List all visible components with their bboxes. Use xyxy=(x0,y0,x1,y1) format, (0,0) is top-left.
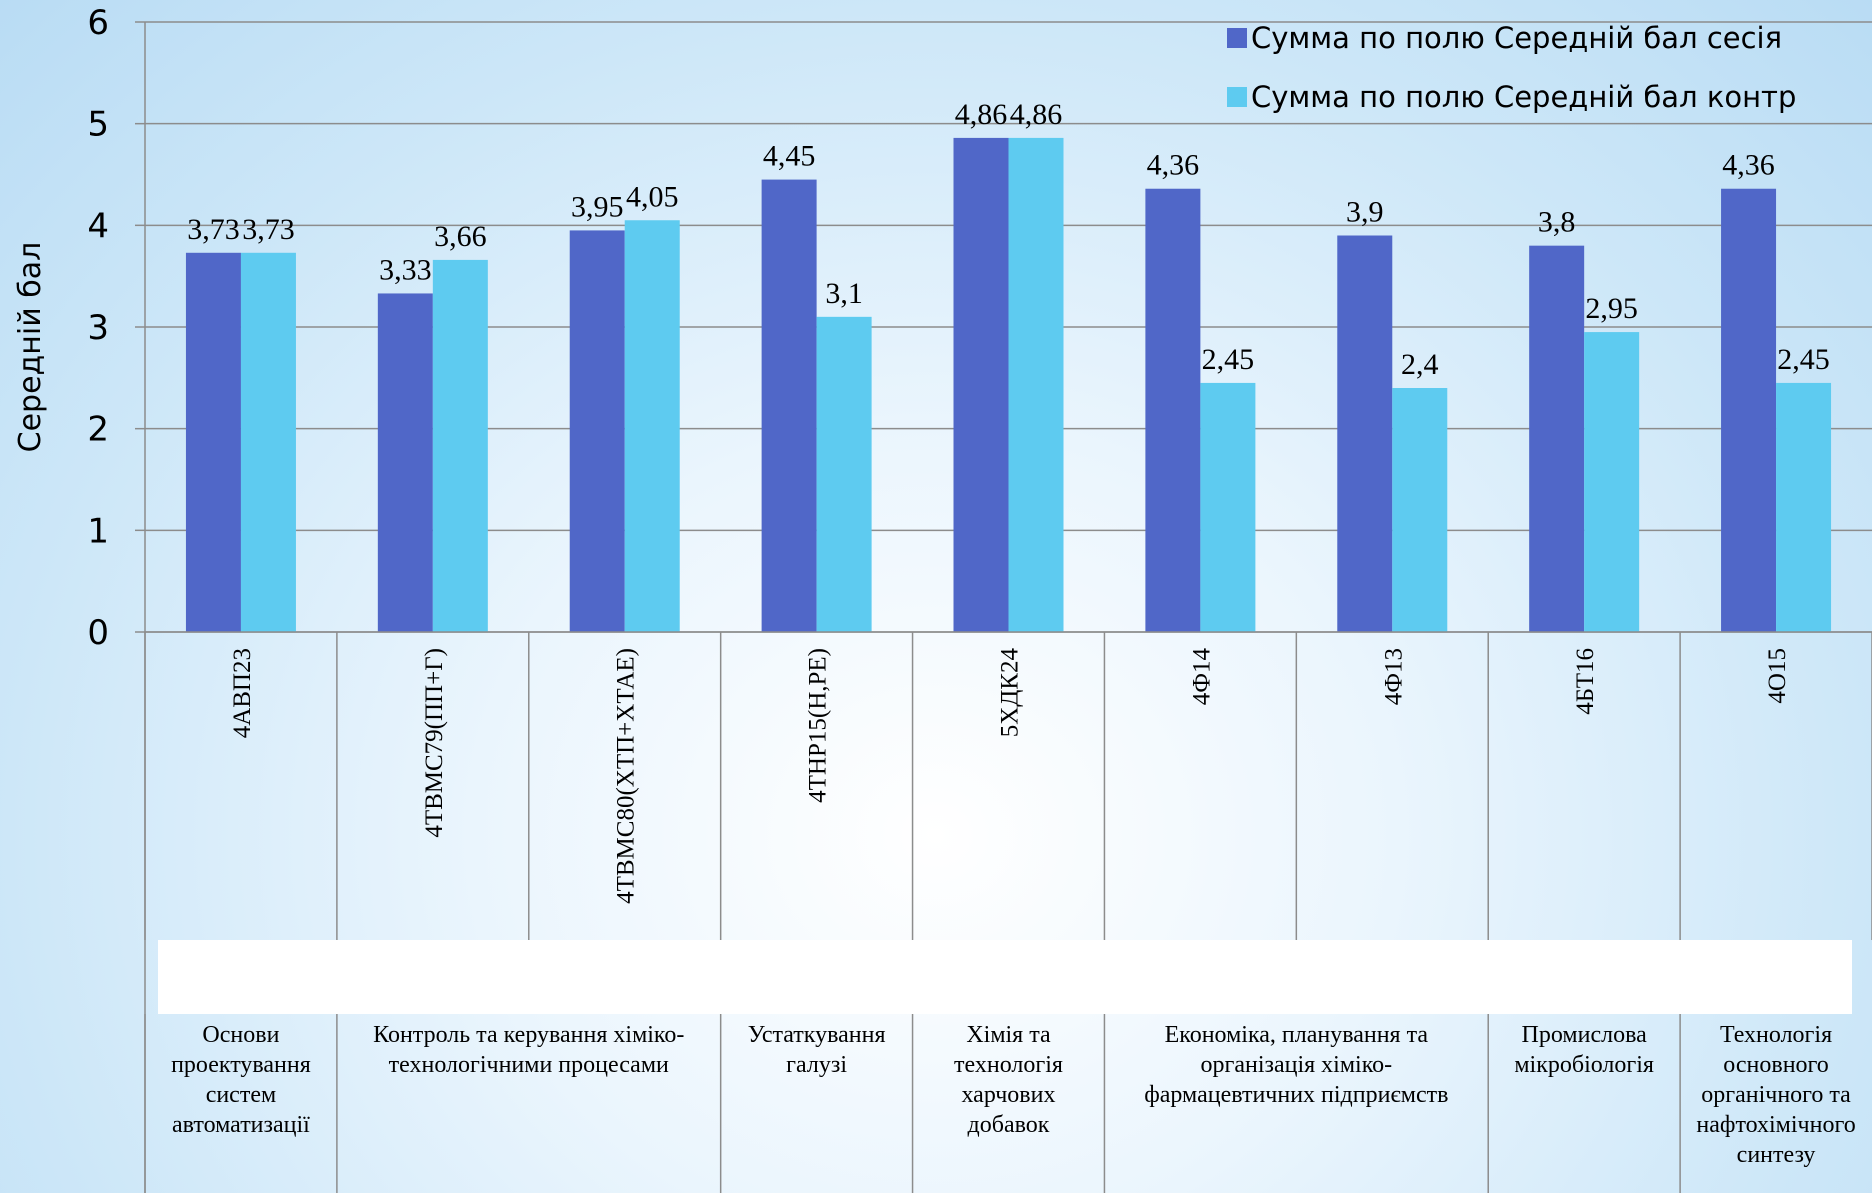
bar-sesiya xyxy=(1529,245,1585,632)
y-tick-label: 4 xyxy=(87,206,109,246)
x-tick-label: 4Ф14 xyxy=(1188,648,1215,706)
data-label: 4,05 xyxy=(626,180,679,213)
x-tick-label: 4БТ16 xyxy=(1572,648,1599,715)
data-label: 4,86 xyxy=(1010,98,1063,131)
bar-sesiya xyxy=(1337,235,1393,632)
data-label: 3,8 xyxy=(1538,206,1576,239)
x-tick-label: 4ТВМС80(ХТП+ХТАЕ) xyxy=(613,648,640,904)
y-tick-label: 0 xyxy=(87,613,109,653)
data-label: 2,95 xyxy=(1585,292,1638,325)
bar-kontr xyxy=(1392,388,1448,632)
data-label: 4,86 xyxy=(955,98,1008,131)
bar-kontr xyxy=(1584,332,1640,632)
bar-sesiya xyxy=(1145,188,1201,632)
data-label: 4,45 xyxy=(763,140,816,173)
data-label: 3,73 xyxy=(242,213,295,246)
bar-kontr xyxy=(432,259,488,632)
y-tick-label: 2 xyxy=(87,410,109,450)
group-label: Технологія основного органічного та нафт… xyxy=(1696,1022,1856,1168)
x-tick-label: 5ХДК24 xyxy=(997,648,1024,738)
y-tick-label: 1 xyxy=(87,511,109,551)
data-label: 4,36 xyxy=(1147,149,1200,182)
bar-sesiya xyxy=(1721,188,1777,632)
legend-label: Сумма по полю Середній бал сесія xyxy=(1251,21,1782,55)
legend-label: Сумма по полю Середній бал контр xyxy=(1251,80,1796,114)
data-label: 4,36 xyxy=(1722,149,1775,182)
x-tick-label: 4ТВМС79(ПП+Г) xyxy=(421,648,448,838)
data-label: 3,73 xyxy=(187,213,240,246)
bar-sesiya xyxy=(185,252,241,633)
data-label: 3,9 xyxy=(1346,196,1384,229)
group-label: Основи проектування систем автоматизації xyxy=(171,1022,311,1138)
group-label: Контроль та керування хіміко- технологіч… xyxy=(373,1022,685,1078)
bar-kontr xyxy=(240,252,296,633)
legend-swatch xyxy=(1227,87,1247,107)
group-label: Економіка, планування та організація хім… xyxy=(1144,1022,1449,1108)
legend-swatch xyxy=(1227,28,1247,48)
bar-sesiya xyxy=(569,230,625,632)
data-label: 2,45 xyxy=(1777,343,1830,376)
bar-kontr xyxy=(624,220,680,632)
data-label: 3,33 xyxy=(379,253,432,286)
bar-kontr xyxy=(1008,137,1064,632)
bar-sesiya xyxy=(953,137,1009,632)
x-tick-label: 4Ф13 xyxy=(1380,648,1407,705)
group-label: Устаткування галузі xyxy=(747,1022,886,1078)
y-axis-title: Середній бал xyxy=(13,242,48,453)
data-label: 2,45 xyxy=(1202,343,1255,376)
bar-sesiya xyxy=(761,179,817,633)
x-tick-label: 4ТНР15(Н,РЕ) xyxy=(805,648,832,803)
x-tick-label: 4О15 xyxy=(1764,648,1791,704)
group-label: Промислова мікробіологія xyxy=(1514,1022,1654,1078)
data-label: 3,1 xyxy=(825,277,863,310)
data-label: 2,4 xyxy=(1401,348,1439,381)
bar-sesiya xyxy=(377,293,433,632)
bar-kontr xyxy=(1776,382,1832,632)
blank-band xyxy=(158,940,1852,1014)
y-tick-label: 3 xyxy=(87,308,109,348)
y-tick-label: 6 xyxy=(87,3,109,43)
bar-kontr xyxy=(1200,382,1256,632)
group-label: Хімія та технологія харчових добавок xyxy=(954,1022,1063,1138)
x-tick-label: 4АВП23 xyxy=(229,648,256,738)
data-label: 3,66 xyxy=(434,220,487,253)
data-label: 3,95 xyxy=(571,190,624,223)
bar-kontr xyxy=(816,316,872,632)
y-tick-label: 5 xyxy=(87,105,109,145)
